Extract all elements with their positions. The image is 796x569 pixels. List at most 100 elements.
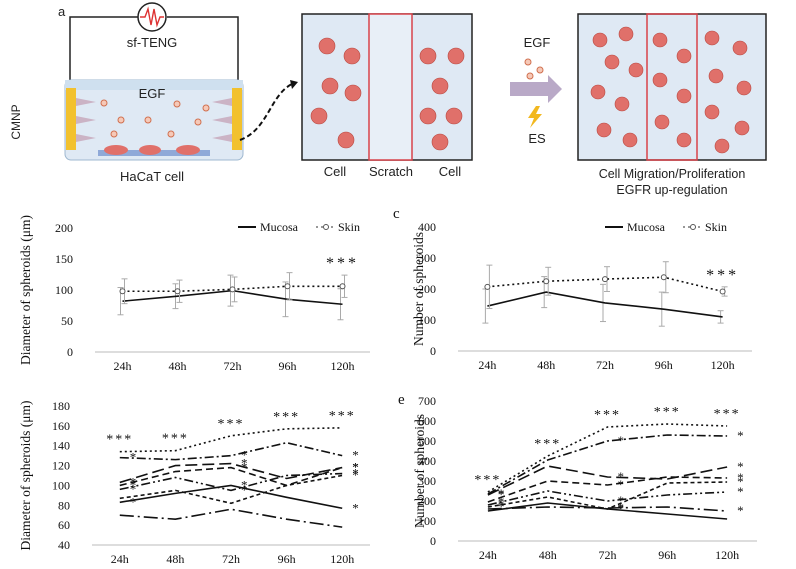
series-7 — [487, 502, 728, 520]
egf-chamber-label: EGF — [139, 86, 166, 101]
series-6 — [487, 506, 728, 512]
result-line-2: EGFR up-regulation — [616, 183, 727, 197]
y-tick-label: 300 — [418, 474, 436, 488]
significance-annotation: * — [352, 460, 359, 475]
wire-right — [167, 16, 239, 80]
series-line — [487, 291, 723, 318]
significance-annotation: * — [737, 503, 744, 518]
significance-annotation: * — [352, 448, 359, 463]
y-axis-label: Diameter of spheroids (μm) — [18, 400, 33, 550]
series-4 — [119, 472, 343, 492]
data-point — [543, 278, 550, 285]
x-tick-label: 24h — [479, 548, 497, 562]
significance-annotation: * — [618, 469, 625, 484]
panel-a-letter: a — [58, 4, 66, 19]
significance-annotation: * — [737, 474, 744, 489]
stimulus-es-label: ES — [528, 131, 546, 146]
x-tick-label: 24h — [114, 359, 132, 373]
series-3 — [119, 466, 343, 487]
x-tick-label: 96h — [278, 552, 296, 566]
significance-annotation: * — [498, 499, 505, 514]
legend: Mucosa Skin — [238, 220, 360, 234]
y-tick-label: 100 — [55, 283, 73, 297]
x-tick-label: 120h — [330, 552, 354, 566]
x-tick-label: 120h — [711, 358, 735, 372]
significance-annotation: * — [130, 494, 137, 509]
significance-annotation: *** — [326, 255, 359, 272]
series-line — [487, 481, 728, 510]
series-1 — [119, 441, 343, 461]
y-tick-label: 0 — [430, 534, 436, 548]
data-point — [174, 288, 181, 295]
series-line — [119, 472, 343, 492]
x-tick-label: 96h — [658, 548, 676, 562]
x-tick-label: 96h — [279, 359, 297, 373]
data-point — [284, 283, 291, 290]
lightning-icon — [528, 106, 542, 128]
significance-annotation: *** — [329, 409, 356, 424]
y-tick-label: 700 — [418, 394, 436, 408]
y-tick-label: 400 — [418, 454, 436, 468]
significance-annotation: * — [352, 468, 359, 483]
y-tick-label: 120 — [52, 459, 70, 473]
significance-annotation: * — [241, 482, 248, 497]
significance-annotation: * — [498, 497, 505, 512]
y-tick-label: 400 — [418, 220, 436, 234]
legend-label: Mucosa — [627, 220, 666, 234]
y-axis-label: Diameter of spheroids (μm) — [18, 215, 33, 365]
zoom-arrow-head — [290, 80, 298, 89]
y-axis-label: Number of spheroids — [412, 414, 427, 528]
y-tick-label: 200 — [418, 494, 436, 508]
result-line-1: Cell Migration/Proliferation — [599, 167, 746, 181]
series-line — [119, 462, 343, 484]
label-cell-left: Cell — [324, 164, 347, 179]
data-point — [119, 288, 126, 295]
series-1 — [487, 434, 728, 495]
label-scratch: Scratch — [369, 164, 413, 179]
x-tick-label: 120h — [331, 359, 355, 373]
significance-annotation: * — [618, 433, 625, 448]
series-2 — [119, 462, 343, 484]
significance-annotation: * — [498, 487, 505, 502]
x-tick-label: 72h — [224, 359, 242, 373]
left-electrode — [66, 88, 96, 150]
chart-b: Diameter of spheroids (μm) 0 50 100 150 200 24… — [18, 215, 370, 373]
right-electrode — [212, 88, 242, 150]
legend-label: Skin — [338, 220, 360, 234]
data-point — [484, 283, 491, 290]
significance-annotation: *** — [706, 267, 739, 284]
y-tick-label: 100 — [52, 478, 70, 492]
significance-annotation: * — [737, 484, 744, 499]
series-line — [487, 490, 728, 506]
y-tick-label: 100 — [418, 313, 436, 327]
y-tick-label: 60 — [58, 518, 70, 532]
data-point — [229, 286, 236, 293]
x-tick-label: 48h — [537, 358, 555, 372]
series-mucosa — [117, 274, 344, 321]
series-6 — [119, 474, 343, 505]
scratch-gap — [368, 13, 413, 161]
series-line — [487, 465, 728, 496]
significance-annotation: *** — [162, 432, 189, 447]
x-tick-label: 24h — [111, 552, 129, 566]
y-tick-label: 0 — [430, 344, 436, 358]
series-5 — [119, 484, 343, 510]
y-tick-label: 40 — [58, 538, 70, 552]
hacat-cells — [104, 145, 200, 155]
x-tick-label: 72h — [599, 548, 617, 562]
significance-annotation: *** — [534, 437, 561, 452]
significance-annotation: * — [241, 460, 248, 475]
significance-annotation: * — [241, 477, 248, 492]
series-3 — [487, 476, 728, 503]
y-tick-label: 100 — [418, 514, 436, 528]
significance-annotation: * — [618, 493, 625, 508]
panel-letter: c — [393, 206, 400, 222]
teng-generator-icon — [137, 2, 167, 32]
panel-a: a sf-TENG CMNP EGF — [9, 2, 767, 197]
y-tick-label: 150 — [55, 252, 73, 266]
data-point — [719, 288, 726, 295]
series-4 — [487, 490, 728, 506]
series-skin — [484, 261, 728, 310]
significance-annotation: *** — [218, 417, 245, 432]
series-7 — [119, 508, 343, 528]
